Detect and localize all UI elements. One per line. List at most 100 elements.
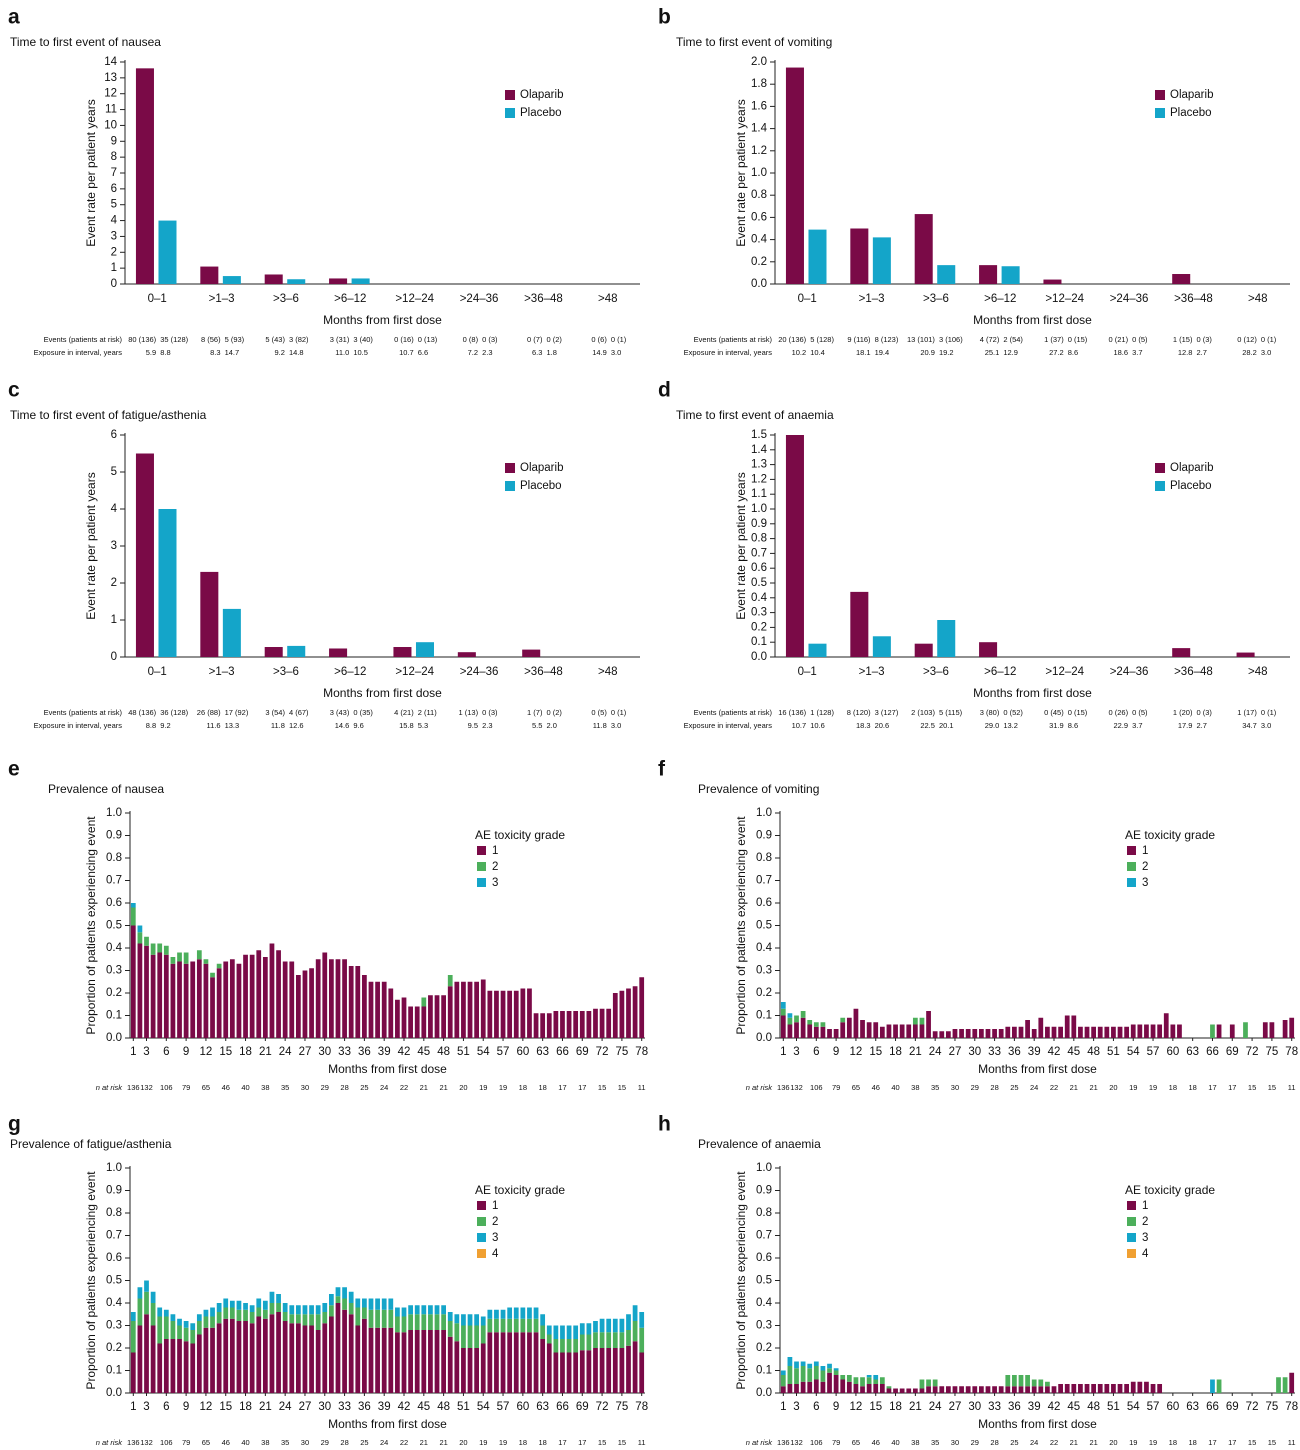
table-cell: 8.6 [1068, 721, 1078, 730]
bar-segment [474, 1314, 480, 1326]
bar-segment [527, 1307, 532, 1319]
bar-segment [599, 1318, 605, 1333]
bar [1236, 652, 1255, 657]
bar-segment [315, 1330, 321, 1393]
x-tick-label: 75 [615, 1046, 628, 1058]
table-cell: 8.3 [210, 348, 220, 357]
y-tick-label: 0.1 [756, 1010, 772, 1022]
y-tick-label: 1.0 [751, 503, 767, 515]
y-tick-label: 0.6 [106, 1252, 122, 1264]
bar-segment [794, 1361, 799, 1369]
table-cell: 25.1 [985, 348, 1000, 357]
bar-segment [177, 952, 182, 962]
bar-segment [800, 1011, 806, 1018]
bar-segment [157, 1343, 163, 1393]
bar-segment [494, 1309, 499, 1319]
x-tick-label: 36 [1008, 1046, 1021, 1058]
table-cell: 9.6 [353, 721, 363, 730]
bar-segment [368, 1309, 374, 1328]
x-axis-label: Months from first dose [323, 686, 442, 700]
bar-segment [348, 1303, 354, 1315]
bar-segment [210, 977, 215, 1038]
x-tick-label: 51 [457, 1401, 470, 1413]
bar-segment [807, 1020, 813, 1025]
bar-segment [183, 1321, 189, 1328]
bar-segment [295, 975, 301, 1038]
bar-segment [919, 1388, 925, 1393]
legend-label: Placebo [1170, 480, 1212, 492]
bar-segment [959, 1386, 964, 1393]
bar-segment [1124, 1026, 1130, 1038]
bar-segment [150, 943, 156, 955]
table-cell: 3 (106) [939, 335, 963, 344]
n-at-risk-value: 22 [1050, 1438, 1058, 1445]
legend-swatch [1127, 1217, 1136, 1226]
x-tick-label: 54 [1127, 1046, 1140, 1058]
bar-segment [632, 1341, 638, 1393]
bar-segment [494, 1318, 499, 1333]
x-tick-label: >3–6 [273, 666, 299, 678]
panel-title: Time to first event of fatigue/asthenia [10, 408, 207, 422]
bar-segment [203, 1309, 209, 1317]
legend-swatch [1127, 1233, 1136, 1242]
y-tick-label: 0.9 [106, 830, 122, 842]
bar-segment [1117, 1026, 1123, 1038]
table-cell: 8.8 [146, 721, 156, 730]
y-tick-label: 1.3 [751, 459, 767, 471]
y-tick-label: 0.5 [756, 920, 772, 932]
table-cell: 11.6 [207, 721, 221, 730]
n-at-risk-value: 15 [618, 1083, 626, 1092]
bar-segment [1031, 1386, 1037, 1393]
bar-segment [853, 1008, 859, 1038]
x-tick-label: >36–48 [524, 293, 563, 305]
bar-segment [1071, 1015, 1077, 1038]
bar-segment [368, 1298, 374, 1310]
bar-segment [295, 1314, 301, 1324]
bar-segment [1104, 1384, 1110, 1393]
n-at-risk-value: 35 [281, 1083, 289, 1092]
bar-segment [500, 990, 506, 1038]
x-tick-label: 69 [576, 1401, 589, 1413]
bar-segment [282, 961, 288, 1038]
y-tick-label: 7 [111, 167, 117, 179]
bar-segment [196, 950, 202, 960]
bar-segment [507, 1332, 513, 1393]
bar-segment [1012, 1386, 1017, 1393]
table-cell: 12.8 [1178, 348, 1193, 357]
bar [415, 642, 434, 657]
bar-segment [972, 1029, 978, 1038]
x-tick-label: 72 [596, 1401, 609, 1413]
bar-segment [210, 1316, 215, 1328]
y-tick-label: 0.3 [756, 965, 772, 977]
bar-segment [513, 1332, 519, 1393]
legend-title: AE toxicity grade [1125, 1183, 1215, 1197]
table-cell: 0 (7) [527, 335, 543, 344]
bar-segment [441, 995, 446, 1038]
table-cell: 6.6 [418, 348, 428, 357]
legend-swatch [1127, 878, 1136, 887]
bar-segment [183, 963, 189, 1038]
table-cell: 0 (3) [482, 708, 498, 717]
n-at-risk-value: 11 [638, 1083, 646, 1092]
table-cell: 35 (128) [160, 335, 188, 344]
bar-segment [952, 1029, 958, 1038]
bar-segment [619, 1318, 625, 1333]
table-cell: 12.6 [289, 721, 304, 730]
legend-label: Olaparib [1170, 462, 1213, 474]
legend-swatch [477, 1201, 486, 1210]
bar-segment [1157, 1384, 1163, 1393]
table-cell: 2.3 [482, 348, 492, 357]
panel-letter: d [658, 379, 671, 402]
y-tick-label: 0.4 [756, 1297, 773, 1309]
bar-segment [256, 1307, 262, 1317]
x-tick-label: 60 [1166, 1401, 1179, 1413]
table-cell: 0 (21) [1108, 335, 1128, 344]
x-tick-label: 75 [1265, 1401, 1278, 1413]
bar-segment [130, 925, 136, 1038]
x-tick-label: 9 [833, 1046, 839, 1058]
x-tick-label: 42 [1048, 1046, 1061, 1058]
bar-segment [606, 1332, 612, 1348]
bar-segment [626, 1345, 631, 1393]
x-tick-label: 60 [516, 1046, 529, 1058]
